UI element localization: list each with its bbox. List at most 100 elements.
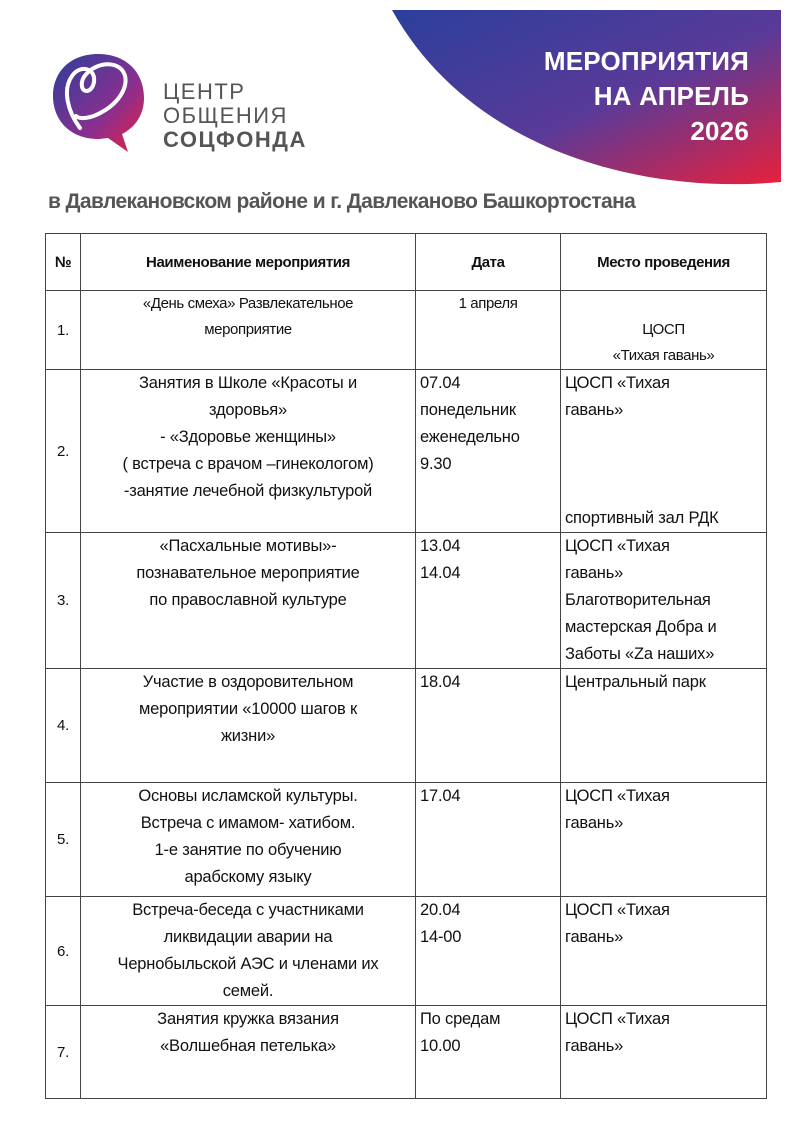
event-place: ЦОСП «Тихая гавань» спортивный зал РДК	[560, 369, 767, 533]
event-name-line: ликвидации аварии на	[163, 928, 333, 946]
row-number: 1.	[45, 290, 81, 370]
event-date: 20.04 14-00	[415, 896, 561, 1006]
banner-title-line: МЕРОПРИЯТИЯ	[543, 46, 749, 76]
row-number: 2.	[45, 369, 81, 533]
event-place-line: гавань»	[565, 928, 624, 946]
event-name-line: ( встреча с врачом –гинекологом)	[122, 455, 374, 473]
event-date-line: 13.04	[420, 537, 461, 555]
event-name-line: «День смеха» Развлекательное	[142, 295, 354, 312]
event-name-line: Занятия в Школе «Красоты и	[139, 374, 357, 392]
event-name-line: арабскому языку	[184, 868, 312, 886]
event-place-line: гавань»	[565, 401, 624, 419]
event-name-line: «Пасхальные мотивы»-	[159, 537, 337, 555]
logo-line: ОБЩЕНИЯ	[163, 103, 288, 128]
event-place: ЦОСП «Тихая гавань»	[560, 290, 767, 370]
header-place: Место проведения	[560, 233, 767, 291]
logo-line-bold: СОЦФОНДА	[163, 127, 307, 152]
event-date-line: 20.04	[420, 901, 461, 919]
event-date-line: еженедельно	[420, 428, 520, 446]
event-name-line: мероприятии «10000 шагов к	[139, 700, 357, 718]
event-place-line: ЦОСП «Тихая	[565, 374, 670, 392]
event-name-line: по православной культуре	[149, 591, 347, 609]
event-place-line: ЦОСП «Тихая	[565, 787, 670, 805]
event-place-line	[565, 291, 762, 317]
header-number: №	[45, 233, 81, 291]
event-date: 17.04	[415, 782, 561, 897]
event-place: ЦОСП «Тихая гавань»	[560, 782, 767, 897]
event-place: ЦОСП «Тихая гавань» Благотворительная масте…	[560, 532, 767, 669]
event-date-line: 18.04	[420, 673, 461, 691]
event-place-line: гавань»	[565, 814, 624, 832]
event-date-line: 17.04	[420, 787, 461, 805]
event-name-line: здоровья»	[208, 401, 288, 419]
event-name: Встреча-беседа с участниками ликвидации а…	[80, 896, 416, 1006]
event-place: Центральный парк	[560, 668, 767, 783]
event-name: «Пасхальные мотивы»- познавательное мероп…	[80, 532, 416, 669]
header-date: Дата	[415, 233, 561, 291]
event-date: 1 апреля	[415, 290, 561, 370]
event-place-line: Заботы «Zа наших»	[565, 645, 715, 663]
event-name-line: Чернобыльской АЭС и членами их	[117, 955, 379, 973]
event-name-line: -занятие лечебной физкультурой	[123, 482, 373, 500]
event-name-line: Встреча с имамом- хатибом.	[140, 814, 356, 832]
row-number: 5.	[45, 782, 81, 897]
event-place: ЦОСП «Тихая гавань»	[560, 896, 767, 1006]
event-name: Основы исламской культуры. Встреча с имам…	[80, 782, 416, 897]
logo-text: ЦЕНТР ОБЩЕНИЯ СОЦФОНДА	[163, 80, 307, 152]
event-date-line: 14-00	[420, 928, 462, 946]
row-number: 7.	[45, 1005, 81, 1099]
event-date-line: 14.04	[420, 564, 461, 582]
event-name: Занятия кружка вязания «Волшебная петельк…	[80, 1005, 416, 1099]
table-row: 5. Основы исламской культуры. Встреча с им…	[45, 782, 767, 897]
event-date-line: 07.04	[420, 374, 461, 392]
event-place-line: ЦОСП «Тихая	[565, 901, 670, 919]
event-date: 13.04 14.04	[415, 532, 561, 669]
event-place-line: ЦОСП «Тихая	[565, 1010, 670, 1028]
event-name-line: Участие в оздоровительном	[142, 673, 354, 691]
event-place-line: Центральный парк	[565, 673, 706, 691]
row-number: 4.	[45, 668, 81, 783]
table-row: 2. Занятия в Школе «Красоты и здоровья» - «…	[45, 369, 767, 533]
table-row: 1. «День смеха» Развлекательное мероприяти…	[45, 290, 767, 370]
event-name-line: 1-е занятие по обучению	[154, 841, 342, 859]
header-banner	[392, 10, 781, 185]
row-number: 6.	[45, 896, 81, 1006]
event-name-line: - «Здоровье женщины»	[160, 428, 336, 446]
event-name: Занятия в Школе «Красоты и здоровья» - «Зд…	[80, 369, 416, 533]
table-row: 4. Участие в оздоровительном мероприятии «…	[45, 668, 767, 783]
event-date-line: По средам	[420, 1010, 501, 1028]
row-number: 3.	[45, 532, 81, 669]
event-name-line: семей.	[222, 982, 274, 1000]
table-row: 6. Встреча-беседа с участниками ликвидации…	[45, 896, 767, 1006]
event-date: По средам 10.00	[415, 1005, 561, 1099]
event-name-line: познавательное мероприятие	[136, 564, 360, 582]
banner-title-line: НА АПРЕЛЬ	[593, 81, 749, 111]
event-name-line: Основы исламской культуры.	[138, 787, 358, 805]
event-date: 18.04	[415, 668, 561, 783]
events-table: № Наименование мероприятия Дата Место пр…	[45, 233, 767, 1099]
heart-speech-bubble-icon	[53, 54, 144, 152]
event-name-line: Встреча-беседа с участниками	[132, 901, 364, 919]
logo-line: ЦЕНТР	[163, 79, 246, 104]
event-place-line: ЦОСП «Тихая	[565, 537, 670, 555]
event-name: Участие в оздоровительном мероприятии «10…	[80, 668, 416, 783]
table-row: 7. Занятия кружка вязания «Волшебная петел…	[45, 1005, 767, 1099]
event-date-line: 1 апреля	[458, 295, 518, 312]
subtitle: в Давлекановском районе и г. Давлеканово…	[48, 190, 636, 213]
event-place-line: «Тихая гавань»	[612, 347, 715, 364]
table-row: 3. «Пасхальные мотивы»- познавательное мер…	[45, 532, 767, 669]
table-header-row: № Наименование мероприятия Дата Место пр…	[45, 233, 767, 291]
event-name-line: Занятия кружка вязания	[157, 1010, 339, 1028]
header-name: Наименование мероприятия	[80, 233, 416, 291]
event-name: «День смеха» Развлекательное мероприятие	[80, 290, 416, 370]
event-place: ЦОСП «Тихая гавань»	[560, 1005, 767, 1099]
event-place-line: Благотворительная	[565, 591, 711, 609]
event-place-line: гавань»	[565, 564, 624, 582]
event-date-line: 9.30	[420, 455, 452, 473]
event-date: 07.04 понедельник еженедельно 9.30	[415, 369, 561, 533]
banner-shape	[392, 10, 781, 185]
event-name-line: «Волшебная петелька»	[160, 1037, 336, 1055]
event-date-line: понедельник	[420, 401, 516, 419]
banner-title: МЕРОПРИЯТИЯ НА АПРЕЛЬ 2026	[544, 44, 749, 149]
event-place-extra: спортивный зал РДК	[565, 509, 719, 527]
